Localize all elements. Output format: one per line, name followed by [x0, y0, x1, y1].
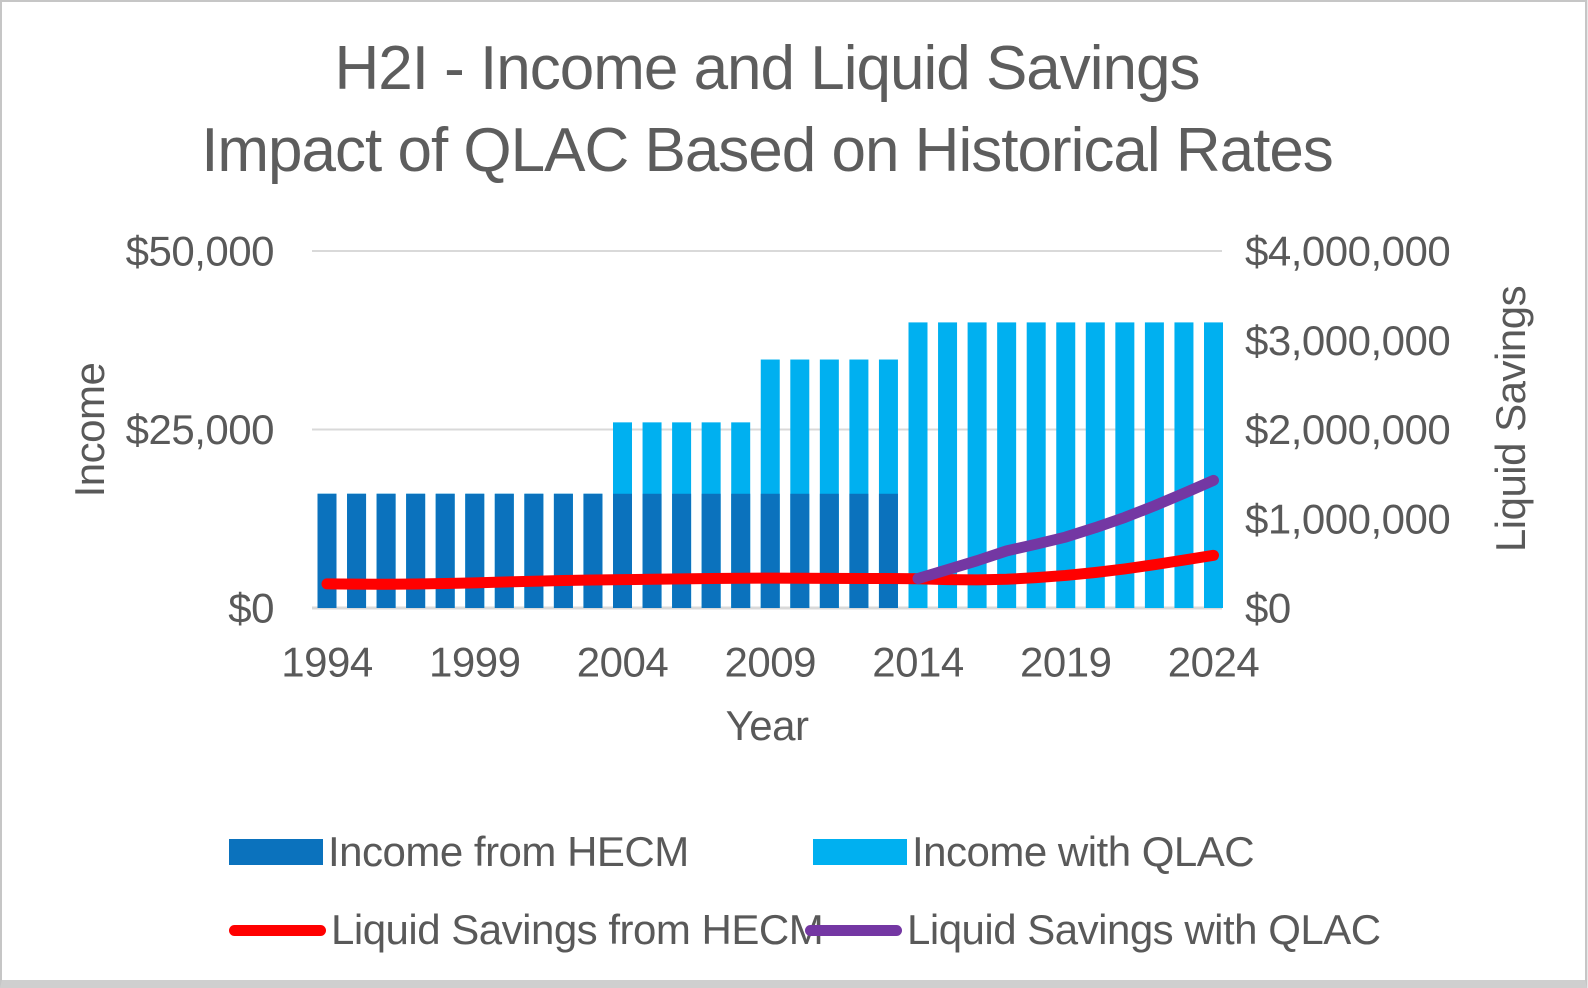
- legend-swatch-income-hecm: [229, 839, 323, 865]
- bar-income-hecm-2006: [672, 493, 692, 608]
- bar-income-hecm-2001: [524, 493, 544, 608]
- line-liquid-hecm: [321, 549, 1219, 590]
- bar-income-hecm-2005: [642, 493, 662, 608]
- x-tick: 1994: [281, 639, 373, 686]
- bar-income-hecm-2010: [790, 493, 810, 608]
- bar-income-hecm-2012: [849, 493, 869, 608]
- legend-label-income-qlac: Income with QLAC: [912, 828, 1255, 875]
- bar-income-hecm-1999: [465, 493, 485, 608]
- bar-income-qlac-2022: [1144, 322, 1164, 608]
- bar-income-hecm-2007: [701, 493, 721, 608]
- bar-income-qlac-2019: [1056, 322, 1076, 608]
- x-tick: 2019: [1020, 639, 1111, 686]
- x-tick: 2024: [1168, 639, 1260, 686]
- bar-income-hecm-2008: [731, 493, 751, 608]
- bar-income-hecm-1998: [435, 493, 455, 608]
- legend-swatch-income-qlac: [813, 839, 907, 865]
- bar-income-qlac-2023: [1174, 322, 1194, 608]
- bar-income-qlac-2018: [1026, 322, 1046, 608]
- bar-income-hecm-1997: [406, 493, 426, 608]
- x-tick: 2014: [872, 639, 964, 686]
- x-tick: 2004: [577, 639, 669, 686]
- bar-income-qlac-2021: [1115, 322, 1135, 608]
- bar-income-hecm-1996: [376, 493, 396, 608]
- bar-income-hecm-2003: [583, 493, 603, 608]
- bar-income-hecm-2009: [760, 493, 780, 608]
- y-left-tick: $0: [228, 585, 274, 632]
- bar-income-hecm-1994: [317, 493, 337, 608]
- y-right-tick: $3,000,000: [1245, 317, 1450, 364]
- legend-item-income-hecm: Income from HECM: [229, 828, 689, 876]
- legend-label-liquid-hecm: Liquid Savings from HECM: [331, 906, 824, 953]
- bar-income-hecm-2011: [819, 493, 839, 608]
- chart-title: H2I - Income and Liquid Savings Impact o…: [2, 28, 1532, 192]
- line-liquid-qlac: [912, 474, 1219, 585]
- x-tick: 2009: [725, 639, 816, 686]
- x-tick: 1999: [429, 639, 520, 686]
- y-right-tick: $2,000,000: [1245, 406, 1450, 453]
- bar-income-hecm-2000: [494, 493, 514, 608]
- legend-item-income-qlac: Income with QLAC: [813, 828, 1255, 876]
- bar-income-qlac-2016: [967, 322, 987, 608]
- bar-income-qlac-2014: [908, 322, 928, 608]
- bar-income-qlac-2020: [1085, 322, 1105, 608]
- y-right-tick: $4,000,000: [1245, 228, 1450, 275]
- bar-income-hecm-2013: [878, 493, 898, 608]
- y-left-tick: $50,000: [126, 228, 274, 275]
- bar-income-qlac-2017: [997, 322, 1017, 608]
- chart-title-line1: H2I - Income and Liquid Savings: [334, 34, 1200, 103]
- legend-label-income-hecm: Income from HECM: [328, 828, 689, 875]
- chart-title-line2: Impact of QLAC Based on Historical Rates: [201, 116, 1334, 185]
- y-left-tick: $25,000: [126, 406, 274, 453]
- bar-income-qlac-2015: [938, 322, 958, 608]
- legend-swatch-liquid-hecm: [229, 924, 326, 936]
- legend-swatch-liquid-qlac: [805, 924, 902, 936]
- y-right-tick: $0: [1245, 585, 1291, 632]
- legend-label-liquid-qlac: Liquid Savings with QLAC: [907, 906, 1381, 953]
- bar-income-hecm-1995: [347, 493, 367, 608]
- bar-income-hecm-2004: [613, 493, 632, 608]
- y-right-axis-title: Liquid Savings: [1487, 285, 1534, 553]
- y-right-tick: $1,000,000: [1245, 495, 1450, 542]
- x-axis-title: Year: [725, 702, 809, 749]
- legend-item-liquid-hecm: Liquid Savings from HECM: [229, 906, 824, 954]
- bar-income-hecm-2002: [553, 493, 573, 608]
- legend-item-liquid-qlac: Liquid Savings with QLAC: [805, 906, 1381, 954]
- bar-income-qlac-2024: [1204, 322, 1223, 608]
- y-left-axis-title: Income: [66, 362, 113, 498]
